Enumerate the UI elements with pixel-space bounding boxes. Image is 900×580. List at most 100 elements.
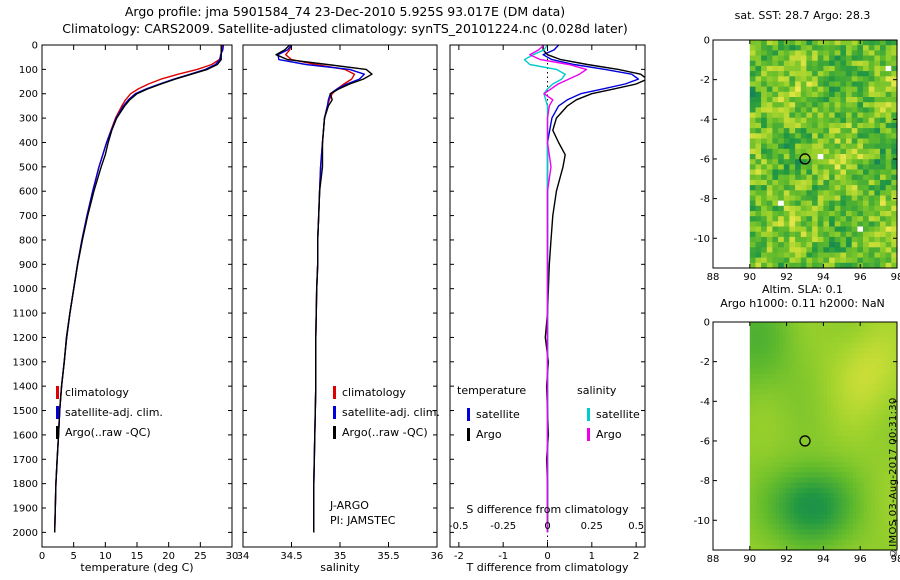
sla-title-line1: Altim. SLA: 0.1: [761, 283, 844, 296]
svg-text:500: 500: [19, 162, 38, 173]
svg-text:-8: -8: [700, 194, 710, 205]
salinity-axis-label: salinity: [320, 561, 360, 574]
svg-text:5: 5: [70, 551, 76, 562]
project-pi: PI: JAMSTEC: [330, 514, 396, 527]
legend-label-t-argo: Argo: [476, 427, 502, 441]
sst-map-title: sat. SST: 28.7 Argo: 28.3: [734, 9, 871, 22]
svg-text:-2: -2: [454, 551, 464, 562]
svg-text:0: 0: [39, 551, 45, 562]
argo-line-swatch: [333, 425, 336, 439]
legend-label-climatology: climatology: [65, 385, 129, 399]
svg-text:25: 25: [194, 551, 207, 562]
title-line1: Argo profile: jma 5901584_74 23-Dec-2010…: [124, 4, 566, 19]
svg-text:30: 30: [226, 551, 239, 562]
temperature-legend: climatology satellite-adj. clim. Argo(..…: [56, 382, 163, 442]
svg-text:-10: -10: [694, 234, 710, 245]
legend-header-salinity: salinity: [577, 384, 617, 397]
svg-text:90: 90: [743, 554, 756, 565]
svg-text:94: 94: [817, 272, 830, 283]
s-argo-line-swatch: [587, 427, 590, 441]
svg-text:34.5: 34.5: [280, 551, 302, 562]
svg-text:2: 2: [633, 551, 639, 562]
s-tick: 0.25: [580, 521, 603, 532]
argo-line-swatch: [56, 425, 59, 439]
climatology-line-swatch: [333, 385, 336, 399]
svg-text:20: 20: [162, 551, 175, 562]
svg-text:-2: -2: [700, 357, 710, 368]
salinity-legend: climatology satellite-adj. clim. Argo(..…: [333, 382, 440, 442]
svg-text:0: 0: [544, 551, 550, 562]
argo-position-marker: [799, 435, 811, 447]
svg-text:34: 34: [237, 551, 250, 562]
svg-text:0: 0: [32, 41, 38, 52]
legend-label-s-argo: Argo: [596, 427, 622, 441]
svg-text:900: 900: [19, 260, 38, 271]
s-satellite-line-swatch: [587, 407, 590, 421]
legend-item-t-argo: Argo: [457, 424, 577, 444]
salinity-panel: 34 34.5 35 35.5 36: [237, 44, 443, 562]
svg-text:35: 35: [334, 551, 347, 562]
svg-text:98: 98: [891, 272, 900, 283]
title-line2: Climatology: CARS2009. Satellite-adjuste…: [62, 21, 628, 36]
satellite-line-swatch: [333, 405, 336, 419]
svg-text:1400: 1400: [13, 382, 38, 393]
difference-panel: -2 -1 0 1 2: [449, 44, 646, 562]
salinity-panel-line-satellite-adj--clim-: [277, 45, 365, 533]
legend-label-s-satellite: satellite: [596, 407, 640, 421]
svg-text:88: 88: [707, 272, 720, 283]
legend-label-satellite: satellite-adj. clim.: [342, 405, 440, 419]
s-difference-axis-label: S difference from climatology: [466, 503, 629, 516]
temperature-panel-line-argo---raw--qc-: [54, 45, 222, 533]
svg-text:700: 700: [19, 211, 38, 222]
svg-text:94: 94: [817, 554, 830, 565]
svg-text:-4: -4: [700, 115, 710, 126]
difference-legend: temperature salinity satellite satellite…: [457, 384, 640, 444]
legend-item-climatology: climatology: [333, 382, 440, 402]
difference-panel-line-t-satellite: [542, 45, 640, 533]
svg-text:1900: 1900: [13, 504, 38, 515]
svg-text:400: 400: [19, 138, 38, 149]
figure-header: Argo profile: jma 5901584_74 23-Dec-2010…: [0, 3, 690, 37]
svg-text:15: 15: [131, 551, 144, 562]
s-difference-tick-labels: -0.5 -0.25 0 0.25 0.5: [449, 521, 645, 535]
t-satellite-line-swatch: [467, 407, 470, 421]
svg-text:1700: 1700: [13, 455, 38, 466]
legend-label-satellite: satellite-adj. clim.: [65, 405, 163, 419]
svg-text:-4: -4: [700, 397, 710, 408]
legend-item-satellite: satellite-adj. clim.: [56, 402, 163, 422]
svg-text:100: 100: [19, 65, 38, 76]
svg-text:88: 88: [707, 554, 720, 565]
svg-text:0: 0: [704, 318, 710, 329]
legend-label-climatology: climatology: [342, 385, 406, 399]
svg-text:-8: -8: [700, 476, 710, 487]
satellite-line-swatch: [56, 405, 59, 419]
argo-position-marker: [799, 153, 811, 165]
sla-map-title: Altim. SLA: 0.1 Argo h1000: 0.11 h2000: …: [705, 283, 900, 311]
svg-text:-2: -2: [700, 75, 710, 86]
legend-item-s-satellite: satellite: [577, 404, 640, 424]
svg-text:1100: 1100: [13, 309, 38, 320]
temperature-panel-line-satellite-adj--clim-: [54, 45, 225, 533]
temperature-axis-label: temperature (deg C): [80, 561, 194, 574]
svg-text:1200: 1200: [13, 333, 38, 344]
svg-text:98: 98: [891, 554, 900, 565]
project-name: J-ARGO: [330, 499, 369, 512]
t-difference-axis-label: T difference from climatology: [466, 561, 629, 574]
sst-map: 88 90 92 94 96 98 0 -2 -4 -6 -8 -10: [694, 36, 900, 284]
svg-text:-6: -6: [700, 154, 710, 165]
s-tick: -0.5: [449, 521, 469, 532]
svg-text:-6: -6: [700, 436, 710, 447]
svg-text:1600: 1600: [13, 430, 38, 441]
difference-panel-line-s-satellite: [523, 45, 566, 533]
legend-item-argo: Argo(..raw -QC): [333, 422, 440, 442]
svg-text:600: 600: [19, 187, 38, 198]
svg-text:92: 92: [780, 554, 793, 565]
sla-title-line2: Argo h1000: 0.11 h2000: NaN: [720, 297, 885, 310]
s-tick: 0: [544, 521, 551, 532]
legend-label-argo: Argo(..raw -QC): [342, 425, 428, 439]
svg-text:2000: 2000: [13, 528, 38, 539]
salinity-panel-line-climatology: [285, 45, 356, 533]
svg-text:300: 300: [19, 114, 38, 125]
legend-item-t-satellite: satellite: [457, 404, 577, 424]
